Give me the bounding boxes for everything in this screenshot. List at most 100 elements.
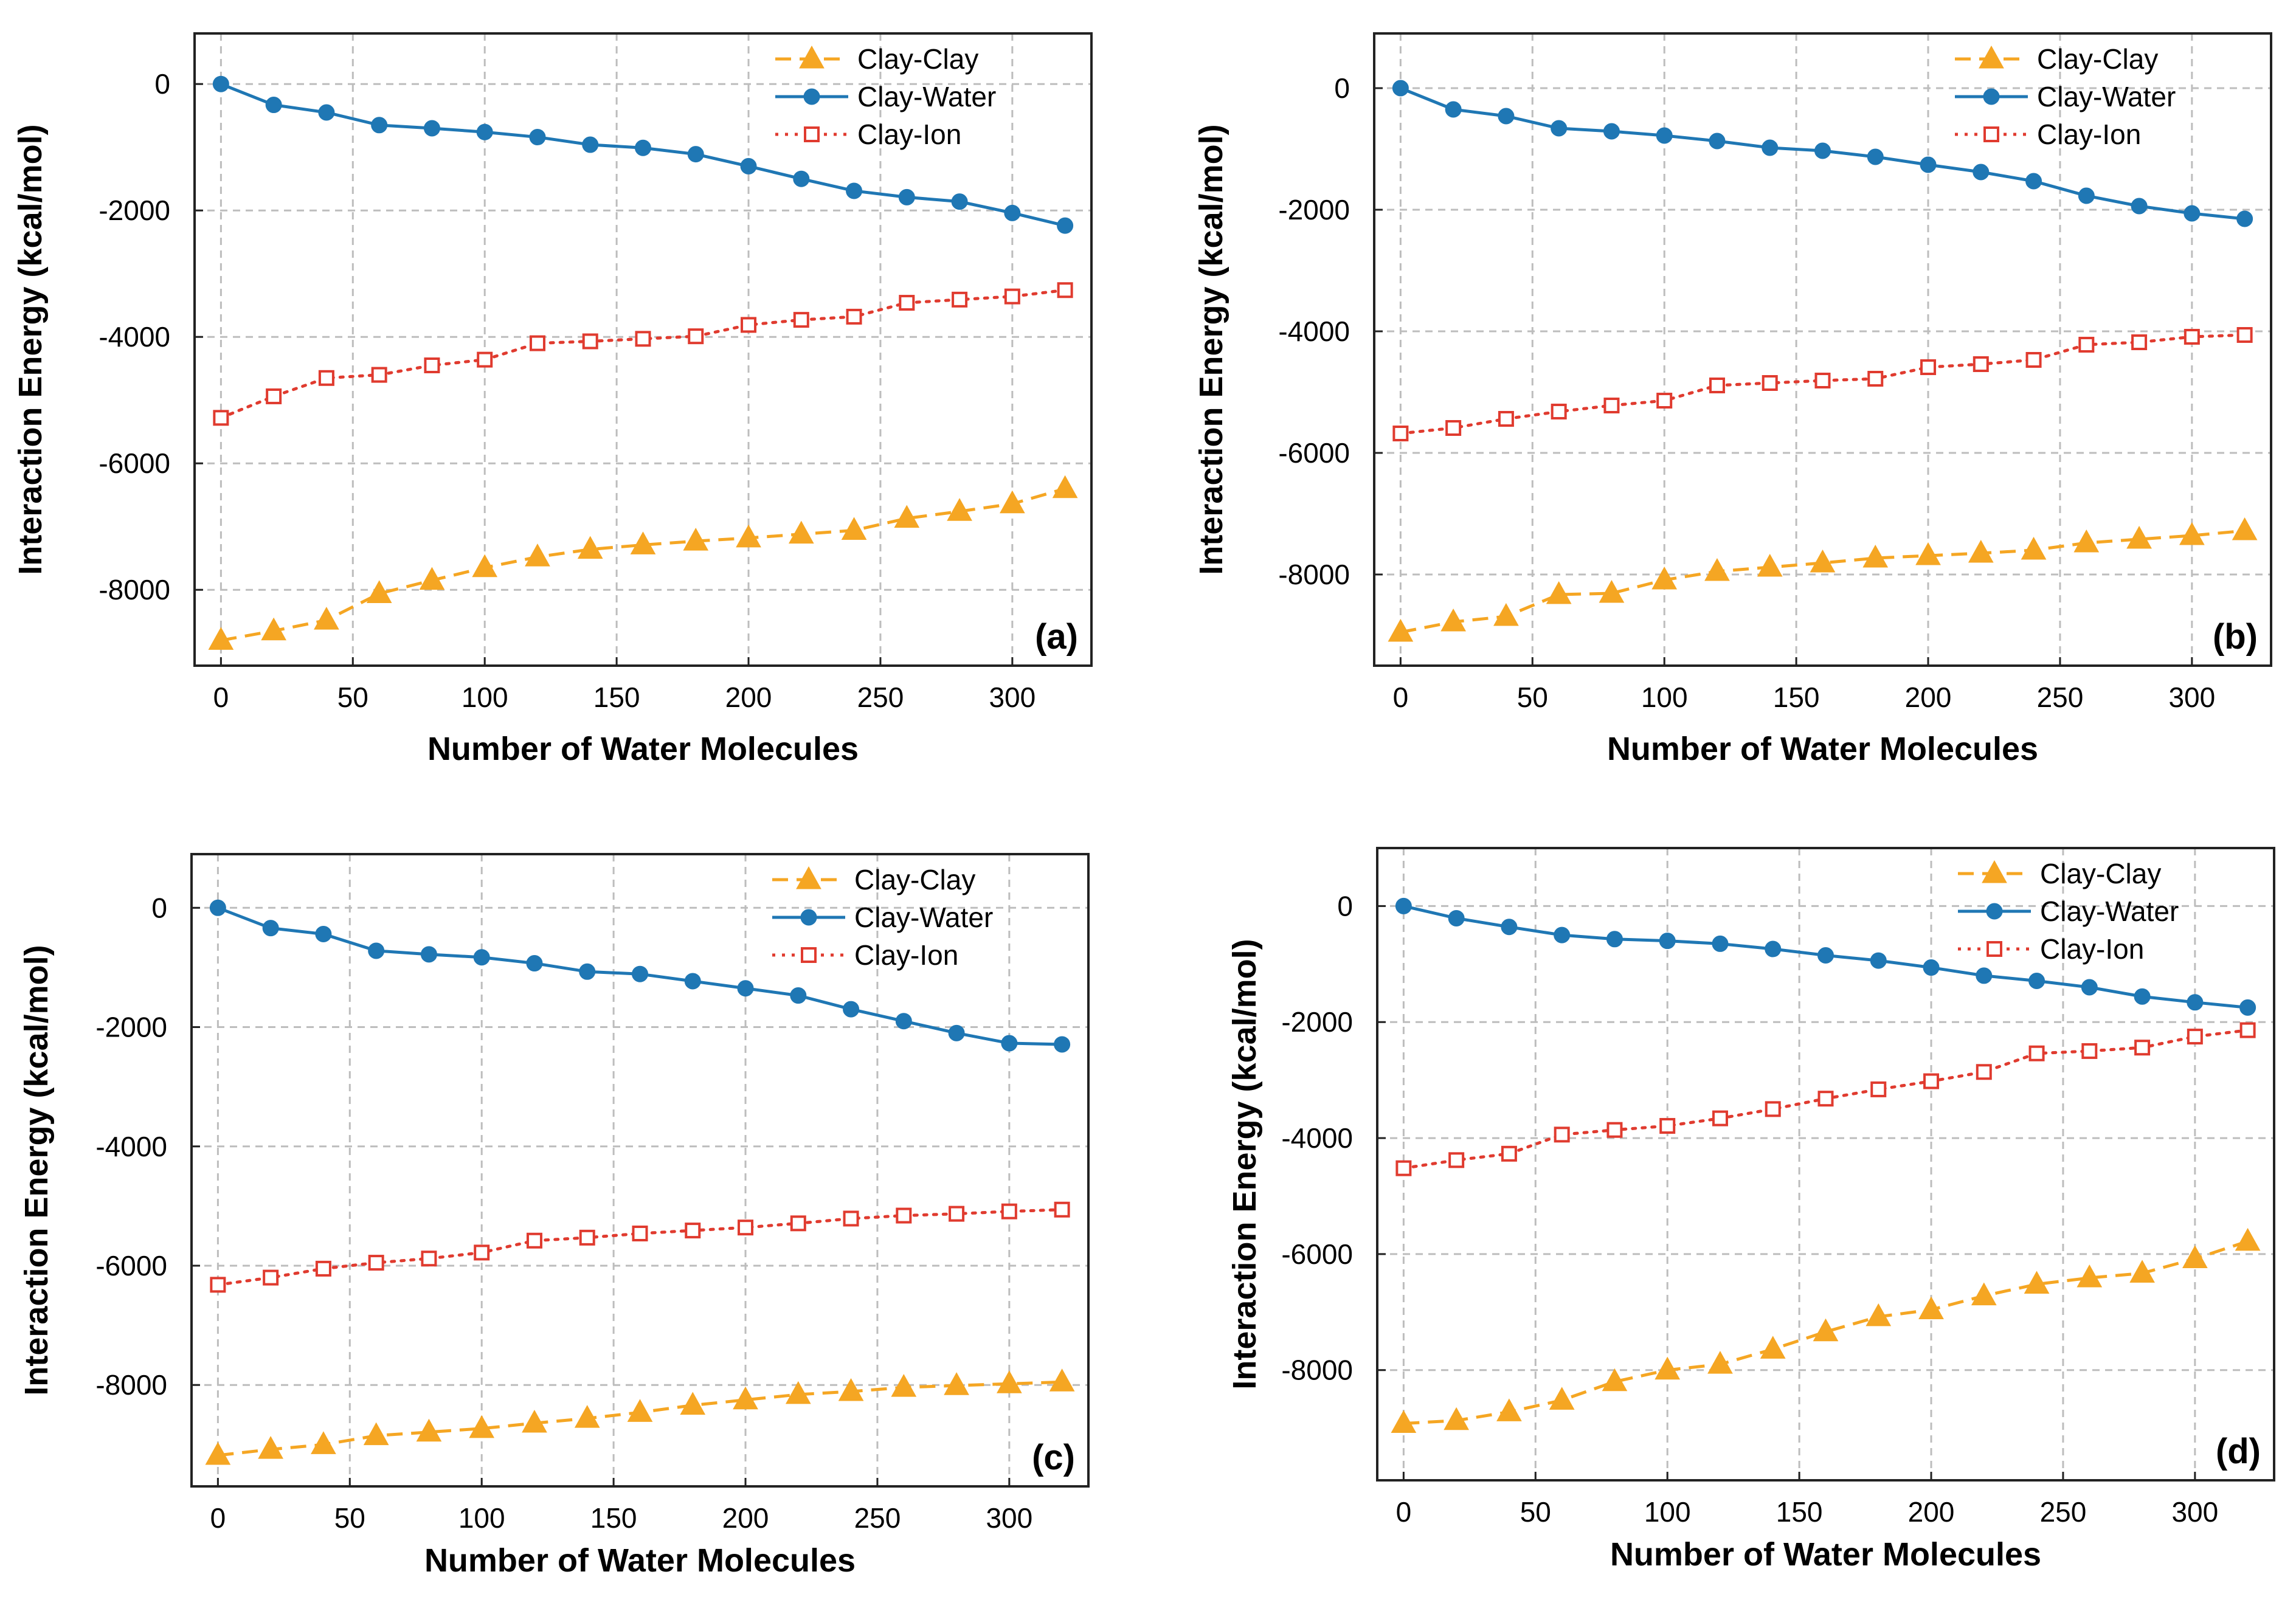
y-tick-label: 0 bbox=[1334, 72, 1350, 104]
plot-frame bbox=[1376, 847, 2275, 1482]
data-point-clay-ion bbox=[949, 1206, 965, 1222]
data-point-clay-ion bbox=[210, 1277, 226, 1293]
data-point-clay-water bbox=[2239, 999, 2256, 1016]
data-point-clay-clay bbox=[1968, 539, 1994, 563]
data-point-clay-clay bbox=[1757, 553, 1783, 577]
data-point-clay-ion bbox=[2134, 1040, 2151, 1056]
x-axis-title: Number of Water Molecules bbox=[427, 731, 859, 767]
data-point-clay-water bbox=[371, 117, 388, 134]
data-point-clay-water bbox=[2025, 173, 2042, 190]
data-point-clay-clay bbox=[1599, 579, 1625, 603]
data-point-clay-ion bbox=[1001, 1203, 1017, 1219]
panel-label: (d) bbox=[2216, 1432, 2261, 1471]
data-point-clay-water bbox=[318, 104, 335, 121]
data-point-clay-water bbox=[1551, 120, 1568, 137]
legend-label-clay-water: Clay-Water bbox=[2037, 81, 2176, 112]
data-point-clay-water bbox=[1817, 947, 1834, 964]
data-point-clay-water bbox=[1392, 80, 1409, 97]
x-tick-label: 100 bbox=[1644, 1496, 1691, 1528]
y-tick-label: -6000 bbox=[1278, 437, 1350, 469]
data-point-clay-ion bbox=[1973, 356, 1989, 372]
legend-label-clay-ion: Clay-Ion bbox=[857, 119, 961, 150]
data-point-clay-ion bbox=[688, 328, 704, 345]
data-point-clay-ion bbox=[1606, 1122, 1623, 1138]
data-point-clay-clay bbox=[785, 1381, 811, 1404]
data-point-clay-clay bbox=[627, 1399, 653, 1422]
y-tick-label: 0 bbox=[1337, 890, 1353, 922]
data-point-clay-ion bbox=[2025, 352, 2042, 368]
data-point-clay-water bbox=[265, 97, 282, 114]
data-point-clay-clay bbox=[2126, 525, 2152, 549]
panel-label: (a) bbox=[1035, 617, 1078, 657]
data-point-clay-water bbox=[898, 188, 915, 205]
data-point-clay-clay bbox=[1760, 1336, 1786, 1359]
data-point-clay-ion bbox=[793, 312, 809, 328]
data-point-clay-clay bbox=[1810, 549, 1836, 573]
data-point-clay-water bbox=[740, 157, 757, 174]
data-point-clay-ion bbox=[896, 1207, 912, 1224]
data-point-clay-water bbox=[1501, 919, 1518, 936]
data-point-clay-water bbox=[212, 75, 229, 92]
data-point-clay-water bbox=[2187, 994, 2204, 1011]
data-point-clay-water bbox=[2134, 988, 2151, 1005]
legend-marker-clay-clay bbox=[1982, 860, 2007, 883]
y-tick-label: 0 bbox=[151, 892, 167, 923]
data-point-clay-clay bbox=[577, 536, 603, 559]
x-tick-label: 100 bbox=[458, 1502, 505, 1534]
y-tick-label: -8000 bbox=[99, 574, 170, 605]
data-point-clay-water bbox=[737, 980, 754, 997]
data-point-clay-ion bbox=[2184, 329, 2200, 345]
x-tick-label: 50 bbox=[1517, 681, 1548, 713]
data-point-clay-ion bbox=[477, 351, 493, 368]
data-point-clay-water bbox=[315, 925, 332, 942]
data-point-clay-water bbox=[635, 139, 651, 156]
plot-frame bbox=[1373, 32, 2272, 667]
data-point-clay-ion bbox=[368, 1255, 384, 1271]
data-point-clay-clay bbox=[1000, 490, 1025, 514]
data-point-clay-clay bbox=[314, 607, 339, 630]
legend-label-clay-clay: Clay-Clay bbox=[2040, 858, 2161, 889]
x-tick-label: 150 bbox=[593, 681, 640, 713]
data-point-clay-water bbox=[582, 136, 599, 153]
data-point-clay-ion bbox=[685, 1223, 701, 1239]
x-tick-label: 200 bbox=[1905, 681, 1952, 713]
chart-panel-1: 0 50 100 150 200 250 300 0 -2000 -4000 -6000 -8000 N… bbox=[12, 32, 1093, 767]
data-point-clay-water bbox=[1659, 933, 1676, 950]
data-point-clay-ion bbox=[1445, 420, 1462, 436]
data-point-clay-water bbox=[476, 123, 493, 140]
series-line-clay-ion bbox=[219, 288, 1067, 419]
x-tick-label: 200 bbox=[1908, 1496, 1955, 1528]
data-point-clay-water bbox=[1712, 935, 1729, 952]
data-point-clay-clay bbox=[1049, 1368, 1075, 1392]
x-tick-label: 250 bbox=[857, 681, 904, 713]
data-point-clay-clay bbox=[261, 617, 286, 641]
legend-marker-clay-ion bbox=[804, 126, 820, 142]
data-point-clay-water bbox=[1606, 931, 1623, 948]
x-tick-label: 300 bbox=[2171, 1496, 2218, 1528]
data-point-clay-ion bbox=[1392, 426, 1409, 441]
data-point-clay-clay bbox=[363, 1422, 389, 1446]
data-point-clay-water bbox=[1709, 133, 1726, 150]
legend-marker-clay-ion bbox=[1983, 126, 1999, 142]
data-point-clay-water bbox=[1448, 909, 1465, 926]
x-axis-title: Number of Water Molecules bbox=[424, 1542, 856, 1579]
data-point-clay-water bbox=[1001, 1035, 1018, 1052]
data-point-clay-ion bbox=[1659, 1118, 1676, 1134]
y-axis-title: Interaction Energy (kcal/mol) bbox=[12, 124, 49, 574]
data-point-clay-clay bbox=[891, 1374, 917, 1397]
data-point-clay-clay bbox=[1052, 475, 1078, 498]
data-point-clay-clay bbox=[1546, 581, 1572, 604]
y-axis-title: Interaction Energy (kcal/mol) bbox=[1193, 124, 1229, 574]
data-point-clay-ion bbox=[1765, 1101, 1781, 1117]
data-point-clay-clay bbox=[205, 1441, 231, 1465]
data-point-clay-water bbox=[1057, 217, 1074, 234]
y-tick-label: -2000 bbox=[1281, 1006, 1353, 1038]
data-point-clay-water bbox=[632, 965, 648, 982]
data-point-clay-ion bbox=[2236, 327, 2253, 343]
data-point-clay-clay bbox=[1602, 1368, 1628, 1392]
x-tick-label: 200 bbox=[725, 681, 772, 713]
x-tick-label: 300 bbox=[986, 1502, 1032, 1534]
x-tick-label: 0 bbox=[1393, 681, 1409, 713]
data-point-clay-ion bbox=[1920, 359, 1937, 375]
